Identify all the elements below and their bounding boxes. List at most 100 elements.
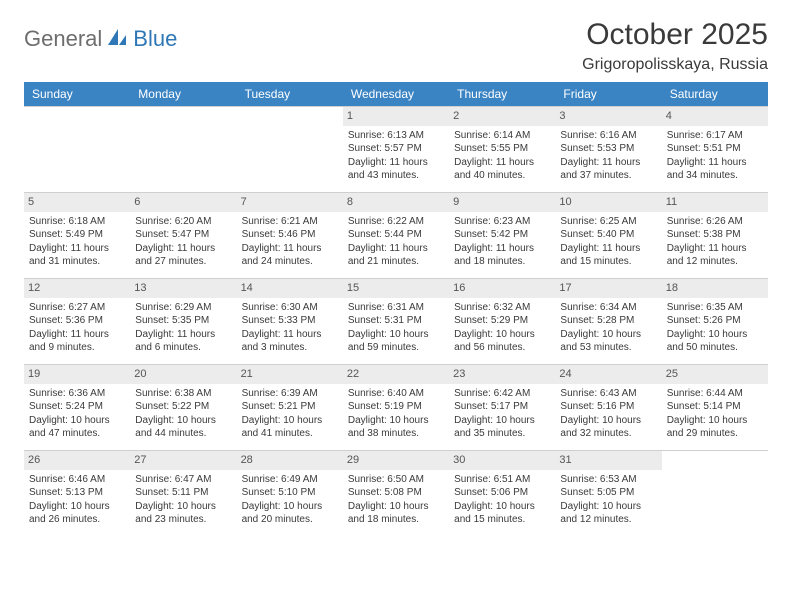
date-number: 24: [555, 365, 661, 384]
date-number: 16: [449, 279, 555, 298]
sunrise-line: Sunrise: 6:17 AM: [667, 129, 763, 143]
weekday-label: Tuesday: [237, 82, 343, 106]
sunrise-line: Sunrise: 6:42 AM: [454, 387, 550, 401]
sunrise-line: Sunrise: 6:25 AM: [560, 215, 656, 229]
day-cell: 1Sunrise: 6:13 AMSunset: 5:57 PMDaylight…: [343, 106, 449, 192]
date-number: 20: [130, 365, 236, 384]
date-number: 22: [343, 365, 449, 384]
sunset-line: Sunset: 5:57 PM: [348, 142, 444, 156]
daylight-line: Daylight: 10 hours and 18 minutes.: [348, 500, 444, 527]
sunrise-line: Sunrise: 6:14 AM: [454, 129, 550, 143]
date-number: 5: [24, 193, 130, 212]
sunrise-line: Sunrise: 6:32 AM: [454, 301, 550, 315]
date-number: 15: [343, 279, 449, 298]
day-cell: 17Sunrise: 6:34 AMSunset: 5:28 PMDayligh…: [555, 278, 661, 364]
sunset-line: Sunset: 5:40 PM: [560, 228, 656, 242]
sunset-line: Sunset: 5:53 PM: [560, 142, 656, 156]
logo: General Blue: [24, 26, 177, 52]
logo-word-1: General: [24, 26, 102, 52]
weekday-label: Saturday: [662, 82, 768, 106]
sunrise-line: Sunrise: 6:20 AM: [135, 215, 231, 229]
daylight-line: Daylight: 10 hours and 29 minutes.: [667, 414, 763, 441]
sunset-line: Sunset: 5:36 PM: [29, 314, 125, 328]
daylight-line: Daylight: 10 hours and 32 minutes.: [560, 414, 656, 441]
location: Grigoropolisskaya, Russia: [582, 56, 768, 74]
sunrise-line: Sunrise: 6:36 AM: [29, 387, 125, 401]
daylight-line: Daylight: 11 hours and 21 minutes.: [348, 242, 444, 269]
sunset-line: Sunset: 5:13 PM: [29, 486, 125, 500]
daylight-line: Daylight: 10 hours and 56 minutes.: [454, 328, 550, 355]
sunset-line: Sunset: 5:35 PM: [135, 314, 231, 328]
sunset-line: Sunset: 5:05 PM: [560, 486, 656, 500]
daylight-line: Daylight: 10 hours and 44 minutes.: [135, 414, 231, 441]
sunset-line: Sunset: 5:42 PM: [454, 228, 550, 242]
day-cell: 31 Sunrise: 6:53 AMSunset: 5:05 PMDayligh…: [555, 450, 661, 536]
daylight-line: Daylight: 11 hours and 6 minutes.: [135, 328, 231, 355]
sunset-line: Sunset: 5:38 PM: [667, 228, 763, 242]
sunset-line: Sunset: 5:28 PM: [560, 314, 656, 328]
daylight-line: Daylight: 11 hours and 24 minutes.: [242, 242, 338, 269]
daylight-line: Daylight: 10 hours and 12 minutes.: [560, 500, 656, 527]
sunset-line: Sunset: 5:14 PM: [667, 400, 763, 414]
date-number: 9: [449, 193, 555, 212]
day-cell: 30Sunrise: 6:51 AMSunset: 5:06 PMDayligh…: [449, 450, 555, 536]
sunset-line: Sunset: 5:06 PM: [454, 486, 550, 500]
sunrise-line: Sunrise: 6:29 AM: [135, 301, 231, 315]
sunset-line: Sunset: 5:55 PM: [454, 142, 550, 156]
day-cell: 9Sunrise: 6:23 AMSunset: 5:42 PMDaylight…: [449, 192, 555, 278]
daylight-line: Daylight: 11 hours and 37 minutes.: [560, 156, 656, 183]
date-number: 8: [343, 193, 449, 212]
day-cell: 18Sunrise: 6:35 AMSunset: 5:26 PMDayligh…: [662, 278, 768, 364]
sunrise-line: Sunrise: 6:13 AM: [348, 129, 444, 143]
daylight-line: Daylight: 11 hours and 40 minutes.: [454, 156, 550, 183]
sunrise-line: Sunrise: 6:38 AM: [135, 387, 231, 401]
day-cell: 8Sunrise: 6:22 AMSunset: 5:44 PMDaylight…: [343, 192, 449, 278]
daylight-line: Daylight: 10 hours and 23 minutes.: [135, 500, 231, 527]
date-number: 31: [555, 451, 661, 470]
logo-sail-icon: [106, 27, 128, 52]
day-cell: 26Sunrise: 6:46 AMSunset: 5:13 PMDayligh…: [24, 450, 130, 536]
day-cell: 16 Sunrise: 6:32 AMSunset: 5:29 PMDayligh…: [449, 278, 555, 364]
daylight-line: Daylight: 10 hours and 38 minutes.: [348, 414, 444, 441]
date-number: 7: [237, 193, 343, 212]
sunrise-line: Sunrise: 6:47 AM: [135, 473, 231, 487]
sunrise-line: Sunrise: 6:53 AM: [560, 473, 656, 487]
daylight-line: Daylight: 10 hours and 50 minutes.: [667, 328, 763, 355]
day-cell: 24Sunrise: 6:43 AMSunset: 5:16 PMDayligh…: [555, 364, 661, 450]
date-number: 25: [662, 365, 768, 384]
day-cell: 19Sunrise: 6:36 AMSunset: 5:24 PMDayligh…: [24, 364, 130, 450]
title-block: October 2025 Grigoropolisskaya, Russia: [582, 18, 768, 74]
sunrise-line: Sunrise: 6:35 AM: [667, 301, 763, 315]
sunrise-line: Sunrise: 6:27 AM: [29, 301, 125, 315]
calendar-grid: 1Sunrise: 6:13 AMSunset: 5:57 PMDaylight…: [24, 106, 768, 536]
date-number: 26: [24, 451, 130, 470]
day-cell: 28Sunrise: 6:49 AMSunset: 5:10 PMDayligh…: [237, 450, 343, 536]
sunset-line: Sunset: 5:26 PM: [667, 314, 763, 328]
date-number: 2: [449, 107, 555, 126]
empty-cell: [24, 106, 130, 192]
daylight-line: Daylight: 11 hours and 34 minutes.: [667, 156, 763, 183]
sunrise-line: Sunrise: 6:30 AM: [242, 301, 338, 315]
sunrise-line: Sunrise: 6:43 AM: [560, 387, 656, 401]
day-cell: 7Sunrise: 6:21 AMSunset: 5:46 PMDaylight…: [237, 192, 343, 278]
sunrise-line: Sunrise: 6:21 AM: [242, 215, 338, 229]
day-cell: 4Sunrise: 6:17 AMSunset: 5:51 PMDaylight…: [662, 106, 768, 192]
weekday-label: Thursday: [449, 82, 555, 106]
sunset-line: Sunset: 5:49 PM: [29, 228, 125, 242]
sunset-line: Sunset: 5:47 PM: [135, 228, 231, 242]
sunset-line: Sunset: 5:29 PM: [454, 314, 550, 328]
date-number: 17: [555, 279, 661, 298]
day-cell: 6Sunrise: 6:20 AMSunset: 5:47 PMDaylight…: [130, 192, 236, 278]
day-cell: 12Sunrise: 6:27 AMSunset: 5:36 PMDayligh…: [24, 278, 130, 364]
weekday-label: Wednesday: [343, 82, 449, 106]
day-cell: 15Sunrise: 6:31 AMSunset: 5:31 PMDayligh…: [343, 278, 449, 364]
sunset-line: Sunset: 5:24 PM: [29, 400, 125, 414]
logo-word-2: Blue: [133, 26, 177, 52]
sunset-line: Sunset: 5:10 PM: [242, 486, 338, 500]
daylight-line: Daylight: 10 hours and 35 minutes.: [454, 414, 550, 441]
date-number: 19: [24, 365, 130, 384]
daylight-line: Daylight: 11 hours and 27 minutes.: [135, 242, 231, 269]
date-number: 3: [555, 107, 661, 126]
date-number: 14: [237, 279, 343, 298]
empty-cell: [130, 106, 236, 192]
